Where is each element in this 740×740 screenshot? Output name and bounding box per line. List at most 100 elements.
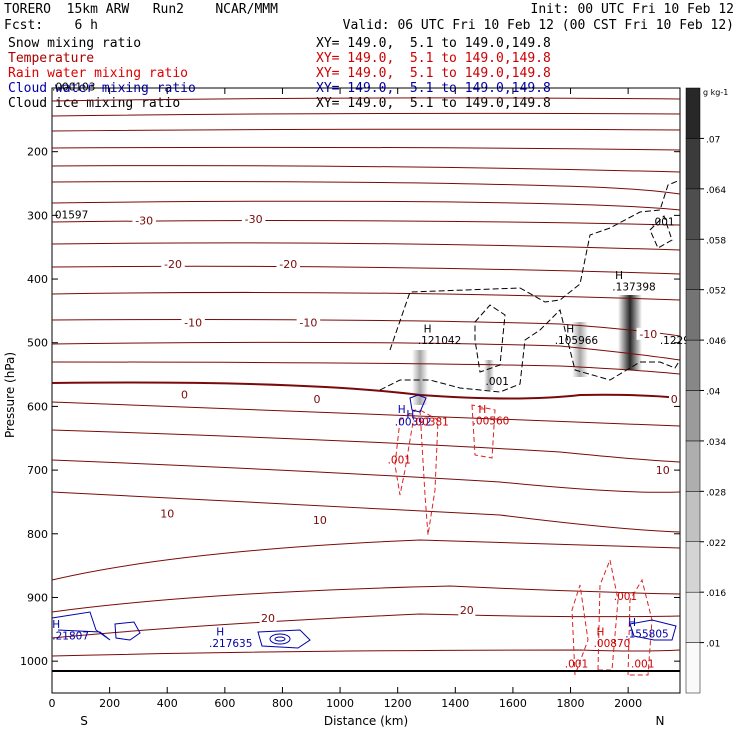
rain-outline <box>394 408 416 496</box>
legend-xy-temperature: XY= 149.0, 5.1 to 149.0,149.8 <box>316 51 551 66</box>
rain-outline <box>419 409 439 536</box>
x-tick-label: 1000 <box>326 697 354 710</box>
isotherm-label: -20 <box>279 258 297 271</box>
isotherm-label: -10 <box>299 316 317 329</box>
cloud-water-outline <box>114 621 141 641</box>
x-axis-label: Distance (km) <box>324 714 408 728</box>
colorbar-swatch <box>685 491 701 543</box>
isotherm <box>51 361 681 375</box>
colorbar-tick-label: .022 <box>706 539 726 549</box>
isotherm <box>51 429 681 463</box>
colorbar-swatch <box>685 289 701 341</box>
y-tick-label: 700 <box>27 464 48 477</box>
contour-annotation: .001 <box>651 217 674 229</box>
snow-plume <box>572 322 588 377</box>
model-run-title: TORERO 15km ARW Run2 NCAR/MMM <box>4 2 278 17</box>
snow-shading <box>412 295 642 405</box>
isotherm-label-bg <box>311 513 329 526</box>
isotherm <box>51 128 681 132</box>
isotherm-label-bg <box>161 257 185 270</box>
contour-annotation: .217635 <box>209 638 252 650</box>
isotherm-label: 10 <box>160 507 174 520</box>
x-tick-label: 200 <box>99 697 120 710</box>
cloud-water-outline <box>51 611 111 641</box>
isotherm <box>51 200 681 211</box>
cloud-water-outline <box>409 394 427 413</box>
colorbar-swatch <box>685 339 701 391</box>
isotherm-label: -10 <box>184 316 202 329</box>
contour-annotation: H <box>566 324 574 336</box>
colorbar-tick-label: .058 <box>706 236 726 246</box>
legend-item-rain: Rain water mixing ratio <box>8 66 189 81</box>
isotherm-label: 0 <box>314 393 321 406</box>
legend-xy-snow: XY= 149.0, 5.1 to 149.0,149.8 <box>316 36 551 51</box>
isotherm-label: 10 <box>656 464 670 477</box>
isotherm <box>51 539 681 581</box>
isotherm-label-bg <box>296 316 321 329</box>
y-tick-label: 600 <box>27 400 48 413</box>
isotherm-label-bg <box>259 611 277 624</box>
isotherm <box>51 165 681 173</box>
isotherm <box>51 97 681 102</box>
isotherm-label: 20 <box>460 604 474 617</box>
isotherm <box>51 341 681 361</box>
isotherm <box>51 459 681 493</box>
cloud-water-outline <box>629 619 677 641</box>
isotherm <box>51 291 681 301</box>
isotherm <box>51 613 681 639</box>
contour-annotation: .155805 <box>625 629 668 641</box>
contour-annotation: H <box>478 404 486 416</box>
isotherm-label: 10 <box>313 514 327 527</box>
contour-annotation: .001 <box>486 376 509 388</box>
contour-annotation: H <box>628 617 636 629</box>
cloud-water-outline <box>274 636 286 642</box>
x-tick-label: 800 <box>272 697 293 710</box>
contour-annotation: .105966 <box>555 335 599 347</box>
contour-annotation: .00392 <box>395 417 432 429</box>
colorbar-swatch <box>685 390 701 442</box>
isotherm-label: 0 <box>671 393 678 406</box>
contour-annotation: .001 <box>388 455 411 467</box>
isotherm-label-bg <box>654 464 672 477</box>
snow-plume <box>484 360 494 390</box>
isotherm-label-bg <box>458 604 476 617</box>
rain-outline <box>471 404 496 459</box>
init-time: Init: 00 UTC Fri 10 Feb 12 <box>530 2 735 17</box>
isotherm <box>51 265 681 275</box>
isotherm <box>51 242 681 251</box>
isotherm <box>51 112 681 117</box>
y-tick-label: 300 <box>27 209 48 222</box>
colorbar-swatch <box>685 642 701 694</box>
x-tick-label: 1400 <box>441 697 469 710</box>
plot-frame <box>51 87 681 694</box>
contour-annotation: H <box>596 627 604 639</box>
legend-item-snow: Snow mixing ratio <box>8 36 142 51</box>
x-tick-label: 1600 <box>499 697 527 710</box>
x-tick-label: 2000 <box>614 697 642 710</box>
isotherm-label-bg <box>668 392 680 405</box>
contour-annotation: H <box>406 409 414 421</box>
contour-annotation: .001 <box>631 659 654 671</box>
y-tick-label: 1000 <box>20 655 48 668</box>
isotherm-label: -30 <box>245 213 263 226</box>
cloud-water-contours <box>51 394 677 649</box>
y-axis-label: Pressure (hPa) <box>3 352 17 438</box>
contour-annotation: H <box>52 619 60 631</box>
x-tick-label: 600 <box>214 697 235 710</box>
rain-outline <box>597 558 619 671</box>
isotherm-label-bg <box>311 392 323 405</box>
ice-outline <box>474 304 506 373</box>
isotherm-label-bg <box>132 214 156 227</box>
colorbar-swatch <box>685 440 701 492</box>
legend-xy-rain: XY= 149.0, 5.1 to 149.0,149.8 <box>316 66 551 81</box>
colorbar-unit: g kg-1 <box>703 88 728 97</box>
ice-outline <box>649 215 673 249</box>
cloud-water-outline <box>257 629 311 649</box>
contour-annotation: .137398 <box>612 282 655 294</box>
contour-annotation: .1229 <box>660 335 690 347</box>
colorbar-swatch <box>685 591 701 643</box>
colorbar-tick-label: .04 <box>706 388 721 398</box>
isotherm-label-bg <box>636 327 661 340</box>
x-tick-label: 0 <box>49 697 56 710</box>
